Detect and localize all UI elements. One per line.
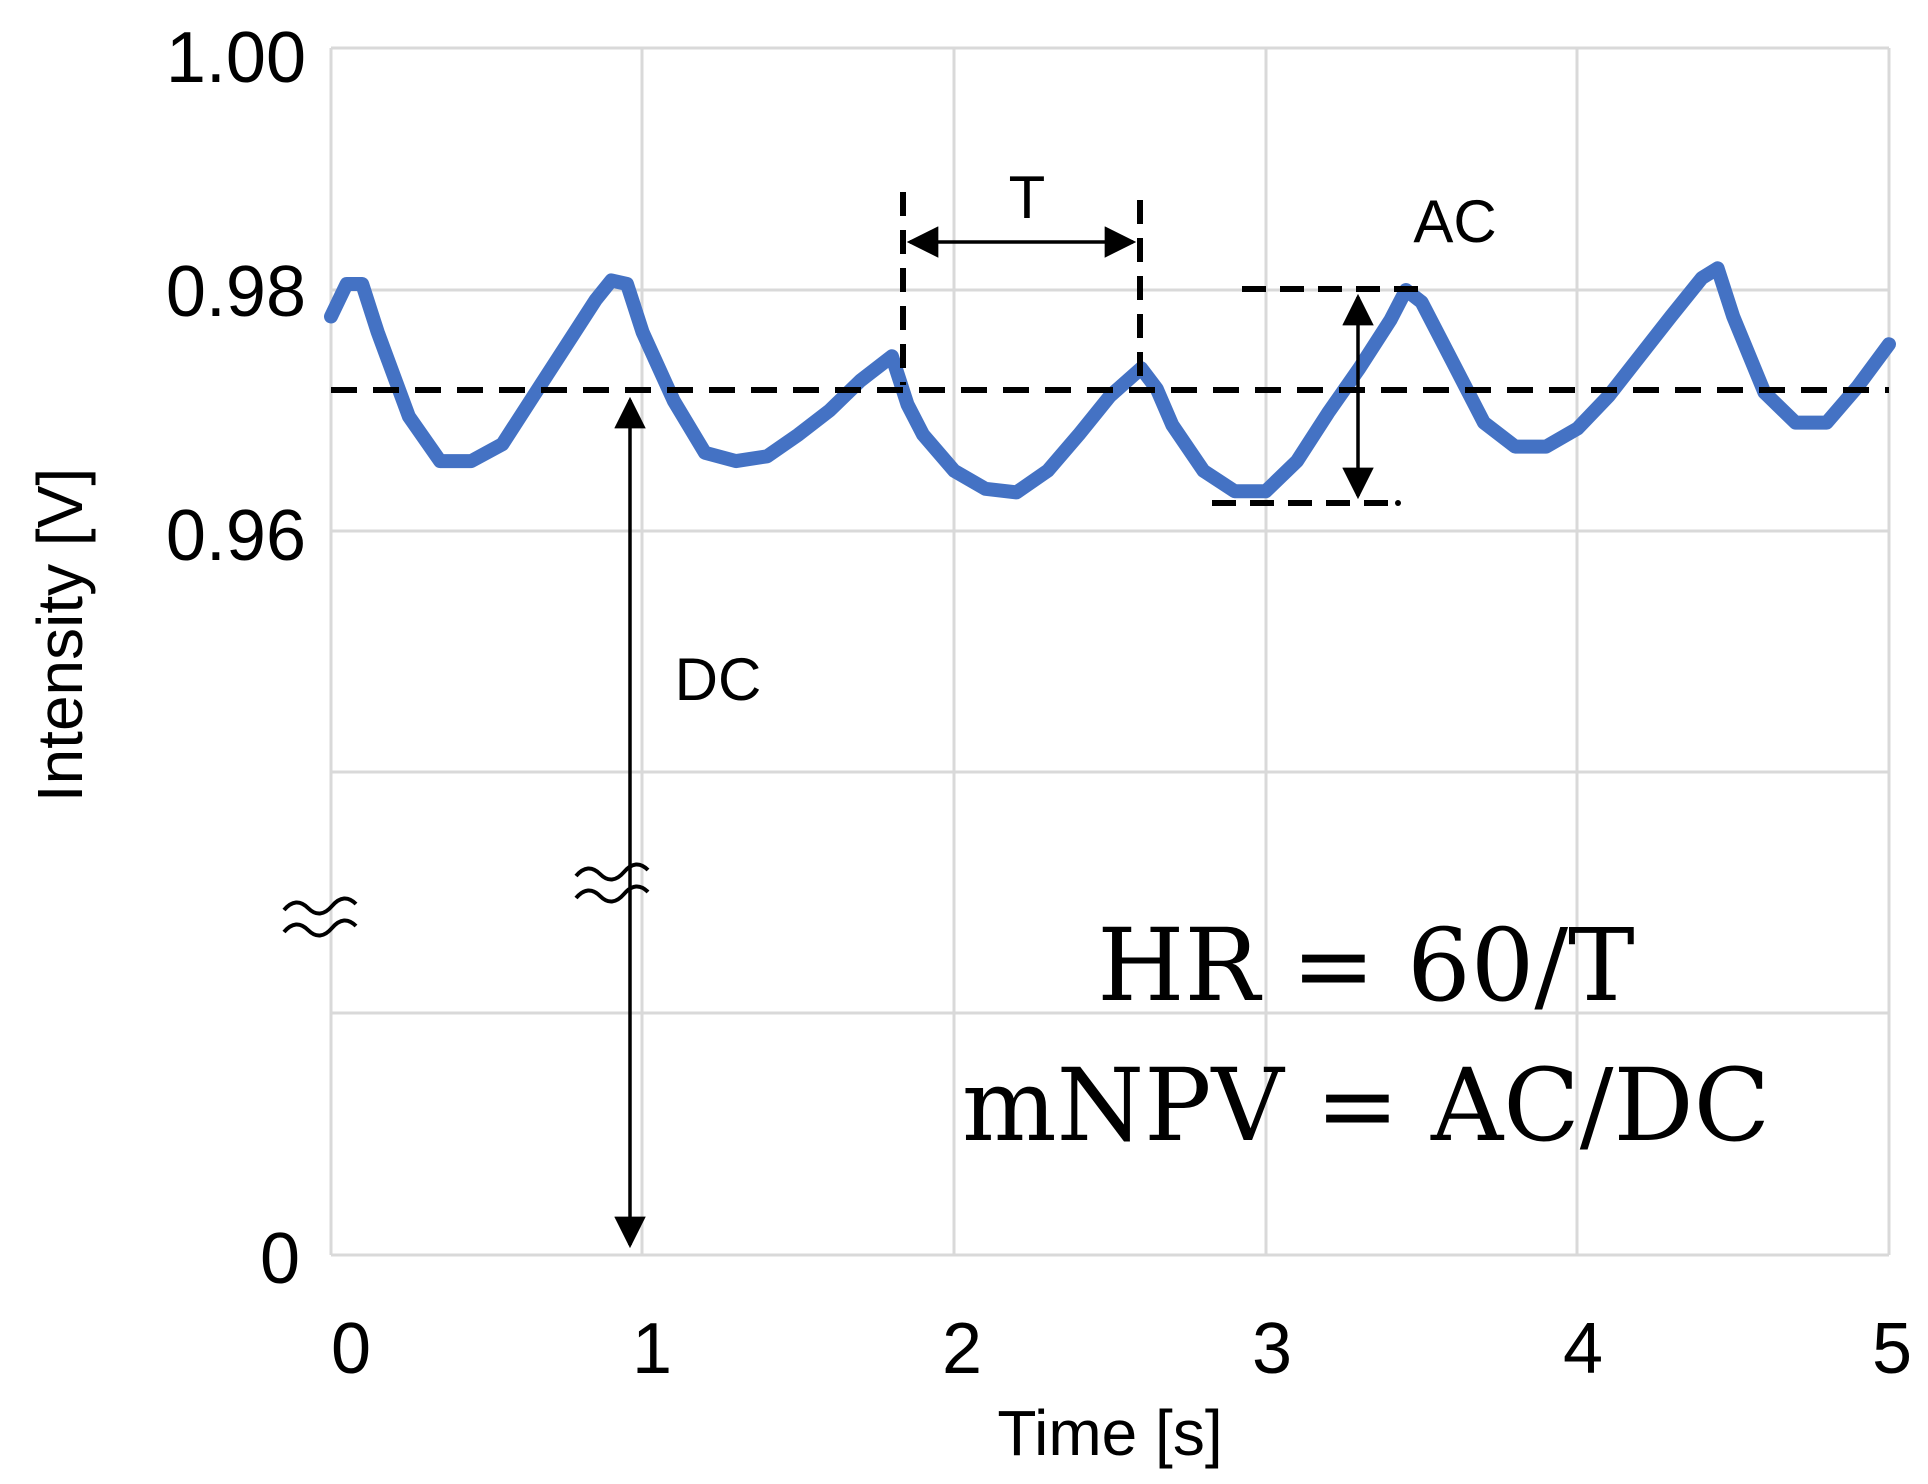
x-axis-label: Time [s] bbox=[997, 1397, 1222, 1469]
y-axis-label: Intensity [V] bbox=[24, 468, 96, 802]
x-tick-4: 4 bbox=[1563, 1309, 1603, 1389]
y-tick-0: 0 bbox=[260, 1219, 300, 1299]
ac-label: AC bbox=[1413, 188, 1496, 255]
ppg-series-line bbox=[324, 261, 1896, 500]
period-label: T bbox=[1009, 164, 1046, 231]
mnpv-equation: mNPV = AC/DC bbox=[962, 1047, 1770, 1164]
axis-break-dc-icon bbox=[574, 862, 650, 904]
x-tick-5: 5 bbox=[1872, 1309, 1912, 1389]
axis-break-left-icon bbox=[282, 896, 358, 938]
y-tick-096: 0.96 bbox=[166, 496, 306, 576]
dc-label: DC bbox=[675, 646, 762, 713]
y-tick-100: 1.00 bbox=[166, 18, 306, 98]
y-tick-098: 0.98 bbox=[166, 252, 306, 332]
ac-dot bbox=[1395, 500, 1401, 506]
x-tick-2: 2 bbox=[942, 1309, 982, 1389]
x-tick-0: 0 bbox=[331, 1309, 371, 1389]
x-tick-3: 3 bbox=[1252, 1309, 1292, 1389]
x-tick-1: 1 bbox=[632, 1309, 672, 1389]
hr-equation: HR = 60/T bbox=[1097, 907, 1635, 1024]
